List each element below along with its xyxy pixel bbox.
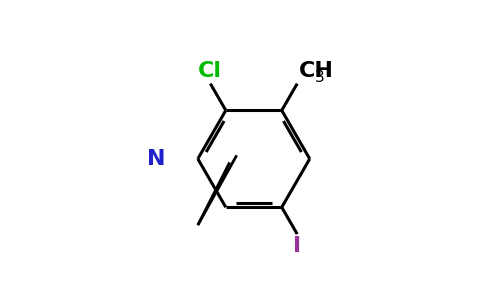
Text: N: N: [147, 149, 166, 169]
Text: Cl: Cl: [198, 61, 222, 81]
Text: CH: CH: [299, 61, 333, 81]
Text: 3: 3: [315, 70, 325, 85]
Text: I: I: [293, 236, 301, 256]
